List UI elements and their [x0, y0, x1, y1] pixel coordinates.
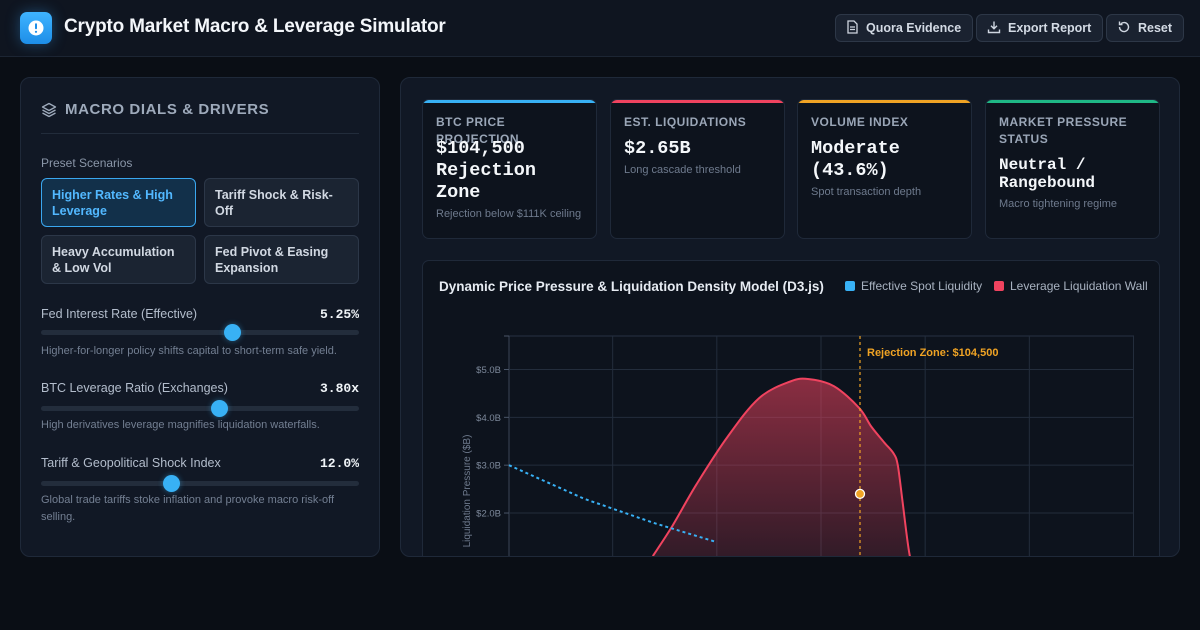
- kpi-label: VOLUME INDEX: [811, 115, 909, 129]
- price-pressure-chart: $2.0B $3.0B $4.0B $5.0B Liquidation Pressur…: [462, 335, 1134, 556]
- fed-rate-slider-thumb[interactable]: [223, 324, 241, 341]
- quora-evidence-button[interactable]: Quora Evidence: [835, 14, 974, 42]
- fed-rate-slider[interactable]: [41, 324, 359, 341]
- kpi-accent-bar: [423, 100, 596, 103]
- app-title: Crypto Market Macro & Leverage Simulator: [64, 16, 446, 37]
- leverage-ratio-description: High derivatives leverage magnifies liqu…: [41, 419, 320, 431]
- y-tick-label: $5.0B: [476, 365, 501, 376]
- legend-label: Effective Spot Liquidity: [861, 279, 983, 293]
- preset-heavy-accumulation[interactable]: Heavy Accumulation & Low Vol: [41, 235, 196, 284]
- y-tick-label: $2.0B: [476, 509, 501, 520]
- fed-rate-value: 5.25%: [319, 307, 359, 322]
- alert-circle-icon: [20, 12, 52, 44]
- chart-title: Dynamic Price Pressure & Liquidation Den…: [439, 279, 824, 294]
- app-header: Crypto Market Macro & Leverage Simulator…: [0, 0, 1200, 57]
- kpi-label: EST. LIQUIDATIONS: [624, 115, 747, 129]
- kpi-accent-bar: [986, 100, 1159, 103]
- tariff-shock-slider-thumb[interactable]: [163, 475, 181, 492]
- download-icon: [987, 20, 1001, 37]
- kpi-value: Neutral / Rangebound: [999, 156, 1096, 192]
- chart-card: Dynamic Price Pressure & Liquidation Den…: [422, 260, 1160, 556]
- kpi-accent-bar: [611, 100, 784, 103]
- kpi-card-liquidations: EST. LIQUIDATIONS $2.65B Long cascade th…: [610, 99, 785, 239]
- reset-icon: [1117, 20, 1131, 37]
- y-tick-label: $3.0B: [476, 461, 501, 472]
- leverage-ratio-label: BTC Leverage Ratio (Exchanges): [41, 381, 228, 395]
- kpi-subtext: Macro tightening regime: [999, 198, 1118, 210]
- kpi-subtext: Rejection below $111K ceiling: [436, 208, 582, 220]
- leverage-ratio-value: 3.80x: [319, 381, 359, 396]
- legend-swatch: [994, 281, 1004, 291]
- macro-panel-title: MACRO DIALS & DRIVERS: [65, 101, 270, 118]
- export-report-label: Export Report: [1008, 21, 1092, 35]
- liquidation-wall-line: [651, 377, 911, 556]
- legend-swatch: [845, 281, 855, 291]
- simulation-panel: BTC PRICE PROJECTION $104,500 Rejection …: [400, 77, 1180, 557]
- export-report-button[interactable]: Export Report: [976, 14, 1104, 42]
- preset-fed-pivot[interactable]: Fed Pivot & Easing Expansion: [204, 235, 359, 284]
- y-axis-label: Liquidation Pressure ($B): [462, 435, 473, 548]
- preset-tariff-shock[interactable]: Tariff Shock & Risk-Off: [204, 178, 359, 227]
- macro-dials-panel: MACRO DIALS & DRIVERS Preset Scenarios H…: [20, 77, 380, 557]
- tariff-shock-slider[interactable]: [41, 475, 359, 492]
- kpi-subtext: Spot transaction depth: [811, 186, 922, 198]
- kpi-card-btc-price: BTC PRICE PROJECTION $104,500 Rejection …: [422, 99, 597, 239]
- kpi-card-market-pressure: MARKET PRESSURE STATUS Neutral / Rangebo…: [985, 99, 1160, 239]
- rejection-zone-label: Rejection Zone: $104,500: [867, 347, 998, 359]
- presets-label: Preset Scenarios: [41, 156, 133, 170]
- leverage-ratio-slider[interactable]: [41, 400, 359, 417]
- kpi-value: $104,500 Rejection Zone: [436, 138, 536, 203]
- legend-item-liquidation-wall: Leverage Liquidation Wall: [994, 279, 1148, 293]
- rejection-zone-marker[interactable]: [854, 488, 866, 500]
- kpi-label: BTC PRICE PROJECTION: [436, 115, 520, 146]
- kpi-value: $2.65B: [624, 138, 691, 159]
- document-icon: [846, 19, 859, 37]
- reset-label: Reset: [1138, 21, 1173, 35]
- quora-evidence-label: Quora Evidence: [866, 21, 962, 35]
- kpi-subtext: Long cascade threshold: [624, 164, 741, 176]
- tariff-shock-description: Global trade tariffs stoke inflation and…: [41, 494, 335, 523]
- tariff-shock-value: 12.0%: [319, 456, 359, 471]
- kpi-value: Moderate (43.6%): [811, 138, 900, 181]
- spot-liquidity-line: [508, 464, 716, 543]
- tariff-shock-label: Tariff & Geopolitical Shock Index: [41, 456, 221, 470]
- fed-rate-description: Higher-for-longer policy shifts capital …: [41, 345, 337, 357]
- kpi-card-volume: VOLUME INDEX Moderate (43.6%) Spot trans…: [797, 99, 972, 239]
- kpi-accent-bar: [798, 100, 971, 103]
- legend-item-spot-liquidity: Effective Spot Liquidity: [845, 279, 982, 293]
- y-tick-label: $4.0B: [476, 413, 501, 424]
- legend-label: Leverage Liquidation Wall: [1010, 279, 1148, 293]
- liquidation-wall-area: [652, 378, 910, 556]
- macro-panel-header: MACRO DIALS & DRIVERS: [41, 100, 359, 134]
- leverage-ratio-slider-thumb[interactable]: [211, 400, 229, 417]
- reset-button[interactable]: Reset: [1106, 14, 1185, 42]
- kpi-label: MARKET PRESSURE STATUS: [999, 115, 1128, 146]
- fed-rate-label: Fed Interest Rate (Effective): [41, 307, 198, 321]
- preset-higher-rates[interactable]: Higher Rates & High Leverage: [41, 178, 196, 227]
